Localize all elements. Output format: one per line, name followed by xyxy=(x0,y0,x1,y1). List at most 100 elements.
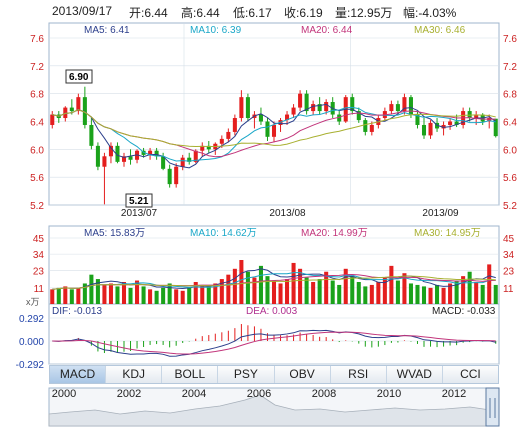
volume-bar xyxy=(389,265,394,304)
macd-axis: 0.292 0.000 -0.292 xyxy=(16,314,45,371)
quote-date: 2013/09/17 xyxy=(52,4,113,18)
volume-bar xyxy=(161,287,166,304)
candle-body xyxy=(50,114,55,125)
candle-body xyxy=(350,97,355,112)
ma10-legend: MA10: 6.39 xyxy=(190,25,242,36)
candle-body xyxy=(82,97,87,125)
volume-bar xyxy=(108,283,113,304)
svg-text:6.90: 6.90 xyxy=(69,72,89,83)
volume-bar xyxy=(298,268,303,304)
candle-body xyxy=(226,131,231,139)
dif-legend: DIF: -0.013 xyxy=(52,306,102,317)
volume-bar xyxy=(187,287,192,304)
volume-bar xyxy=(291,262,296,304)
volume-bar xyxy=(239,260,244,304)
tab-cci[interactable]: CCI xyxy=(442,366,498,383)
price-tick-label-left: 7.6 xyxy=(30,34,44,45)
candle-body xyxy=(271,124,277,137)
range-selector-handle[interactable] xyxy=(485,387,500,427)
dea-line xyxy=(52,331,496,355)
candle-body xyxy=(291,107,296,115)
volume-tick-label-right: 11 xyxy=(503,284,514,295)
volume-bar xyxy=(350,276,355,304)
volume-bar xyxy=(474,282,479,304)
volume-bar xyxy=(317,279,322,304)
tab-kdj[interactable]: KDJ xyxy=(106,366,163,383)
volume-bar xyxy=(428,287,433,304)
candle-body xyxy=(428,122,433,136)
volume-bar xyxy=(285,279,290,304)
volume-bar xyxy=(480,284,485,304)
volume-bar xyxy=(167,283,172,304)
volume-bar xyxy=(148,289,153,304)
year-label: 2006 xyxy=(246,388,272,400)
candle-body xyxy=(180,157,185,167)
volume-bar xyxy=(232,268,237,304)
candle-body xyxy=(304,93,309,112)
date-axis: 2013/07 2013/08 2013/09 xyxy=(121,208,459,219)
dif-line xyxy=(52,329,496,357)
low-marker: 5.21 xyxy=(125,193,153,208)
price-tick-label-right: 7.2 xyxy=(503,62,517,73)
candle-body xyxy=(441,124,446,129)
candle-body xyxy=(245,97,250,119)
year-label: 2010 xyxy=(376,388,402,400)
volume-bar xyxy=(258,265,263,304)
tab-obv[interactable]: OBV xyxy=(274,366,331,383)
volume-bar xyxy=(180,290,185,304)
volume-tick-label-right: 34 xyxy=(503,250,515,261)
price-tick-label-left: 5.2 xyxy=(30,201,44,212)
volume-bar xyxy=(415,284,420,304)
price-tick-label-right: 5.2 xyxy=(503,201,517,212)
candle-body xyxy=(337,114,342,122)
price-tick-label-left: 6.8 xyxy=(30,90,44,101)
year-label: 2004 xyxy=(181,388,207,400)
volume-bar xyxy=(395,280,400,304)
ma30-line xyxy=(52,109,496,148)
macd-tick-label: 0.000 xyxy=(19,337,44,348)
ma30-legend: MA30: 6.46 xyxy=(414,25,466,36)
candle-body xyxy=(493,118,498,137)
volume-ma-lines xyxy=(52,268,496,290)
candle-body xyxy=(167,168,172,185)
price-panel xyxy=(48,22,500,206)
tab-boll[interactable]: BOLL xyxy=(162,366,219,383)
candle-body xyxy=(474,114,479,119)
date-tick-label: 2013/09 xyxy=(422,208,459,219)
year-label: 2008 xyxy=(311,388,337,400)
tab-psy[interactable]: PSY xyxy=(218,366,275,383)
vol-ma20-legend: MA20: 14.99万 xyxy=(301,228,368,239)
candle-body xyxy=(402,97,407,112)
volume-bar xyxy=(382,277,387,304)
price-tick-label-left: 5.6 xyxy=(30,173,44,184)
volume-bar xyxy=(200,284,205,304)
volume-bar xyxy=(454,280,459,304)
candle-body xyxy=(317,104,322,112)
volume-bar xyxy=(408,283,413,304)
year-label: 2002 xyxy=(116,388,142,400)
svg-text:5.21: 5.21 xyxy=(129,196,149,207)
volume-bar xyxy=(226,274,231,304)
volume-bar xyxy=(76,287,81,304)
volume-bar xyxy=(69,289,74,304)
volume-bar xyxy=(356,282,361,304)
tab-rsi[interactable]: RSI xyxy=(330,366,387,383)
volume-unit: x万 xyxy=(26,297,40,307)
candle-body xyxy=(219,138,224,144)
volume-bar xyxy=(213,283,218,304)
volume-bar xyxy=(441,287,446,304)
volume-bar xyxy=(467,271,472,304)
candle-body xyxy=(89,124,94,146)
tab-macd[interactable]: MACD xyxy=(50,366,107,383)
price-tick-label-left: 7.2 xyxy=(30,62,44,73)
vol-ma10-legend: MA10: 14.62万 xyxy=(190,228,257,239)
volume-bar xyxy=(174,289,179,304)
price-tick-label-right: 5.6 xyxy=(503,173,517,184)
tab-wvad[interactable]: WVAD xyxy=(386,366,443,383)
open-price: 开:6.44 xyxy=(129,6,168,20)
candle-body xyxy=(200,145,205,151)
close-price: 收:6.19 xyxy=(284,6,323,20)
volume-bar xyxy=(330,280,335,304)
volume-bar xyxy=(487,264,492,304)
volume-bar xyxy=(461,276,466,304)
